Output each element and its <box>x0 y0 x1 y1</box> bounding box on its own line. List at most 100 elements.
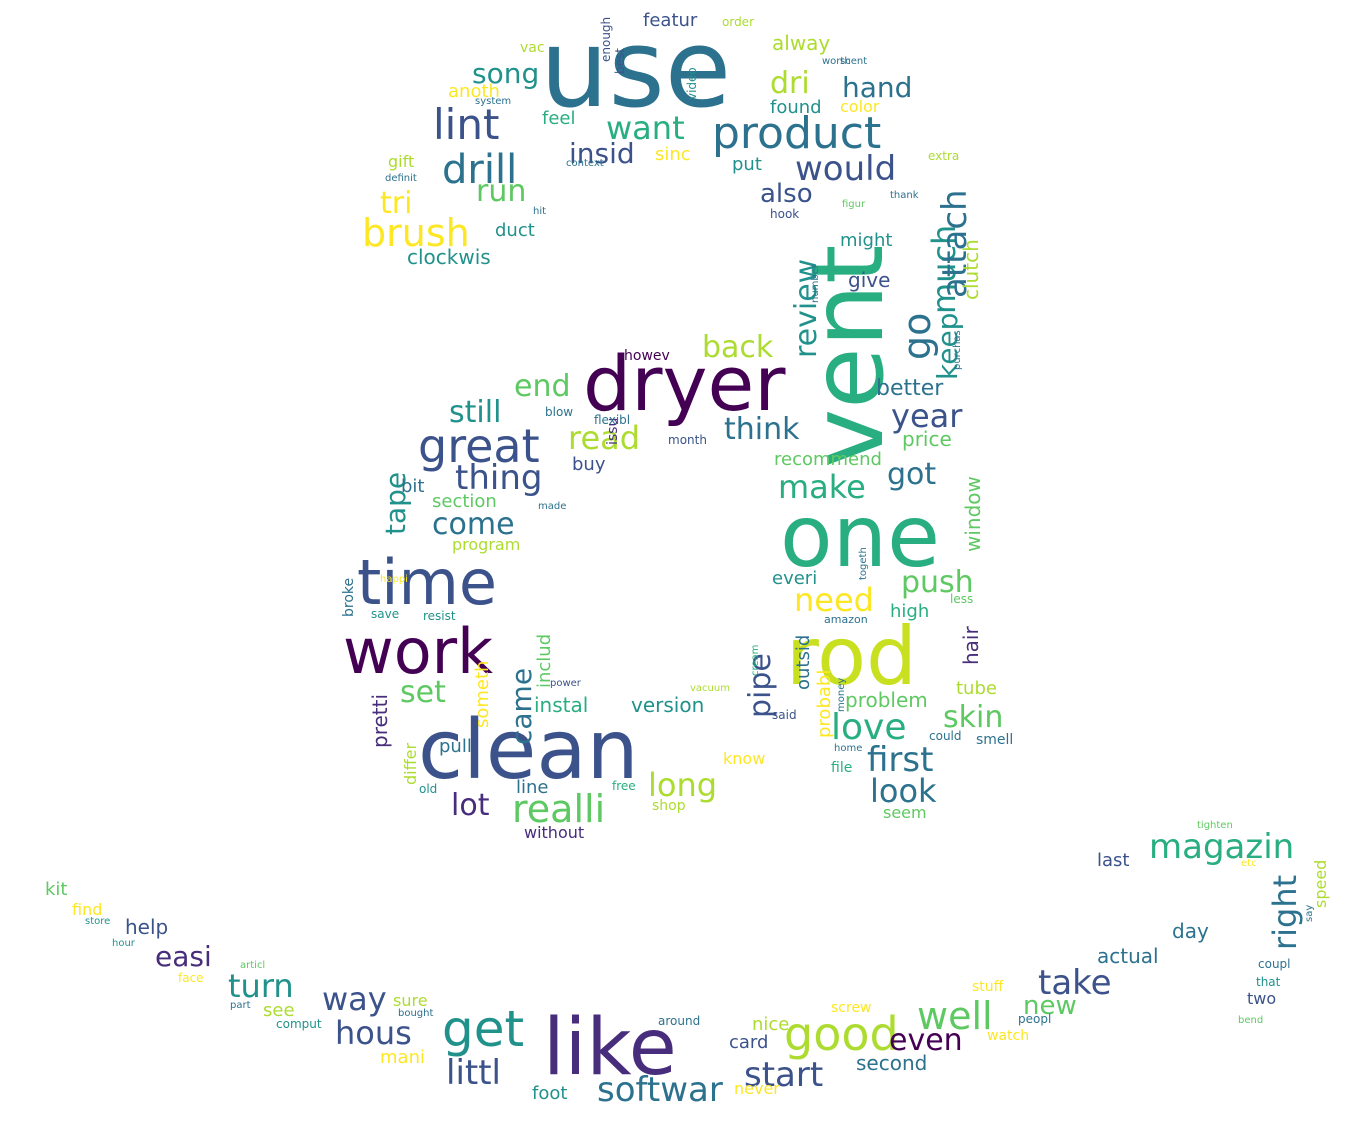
word-made: made <box>538 501 566 512</box>
word-hair: hair <box>959 626 983 665</box>
word-better: better <box>876 376 944 401</box>
word-say: say <box>1304 905 1315 922</box>
word-extra: extra <box>928 149 959 163</box>
word-take: take <box>1038 963 1112 1003</box>
word-gift: gift <box>388 152 414 171</box>
word-vacuum: vacuum <box>690 683 730 694</box>
word-sinc: sinc <box>655 144 691 165</box>
word-insid: insid <box>569 137 635 170</box>
word-make: make <box>778 468 866 506</box>
word-littl: littl <box>446 1053 501 1093</box>
word-lint: lint <box>433 100 499 149</box>
word-day: day <box>1172 919 1209 943</box>
word-year: year <box>891 397 963 435</box>
word-probabl: probabl <box>814 670 835 738</box>
word-much: much <box>925 225 963 314</box>
word-resist: resist <box>423 609 456 623</box>
word-month: month <box>668 433 707 447</box>
word-version: version <box>631 693 704 717</box>
word-figur: figur <box>842 199 866 210</box>
word-pull: pull <box>439 736 472 757</box>
word-also: also <box>760 179 813 209</box>
word-got: got <box>887 457 936 492</box>
word-start: start <box>744 1055 823 1095</box>
word-around: around <box>658 1014 700 1028</box>
word-amazon: amazon <box>824 613 868 626</box>
word-buy: buy <box>572 454 606 475</box>
word-like: like <box>543 1003 677 1093</box>
word-softwar: softwar <box>597 1070 723 1110</box>
word-purchas: purchas <box>952 330 963 370</box>
word-brush: brush <box>362 211 470 255</box>
word-found: found <box>770 97 822 118</box>
word-thank: thank <box>890 190 919 201</box>
word-store: store <box>85 916 110 927</box>
word-review: review <box>789 259 824 358</box>
word-price: price <box>902 427 952 451</box>
word-watch: watch <box>987 1028 1029 1044</box>
word-save: save <box>371 607 399 621</box>
word-smell: smell <box>976 732 1013 748</box>
word-part: part <box>230 1000 251 1011</box>
word-comput: comput <box>276 1017 322 1031</box>
word-one: one <box>780 487 940 587</box>
word-still: still <box>449 395 501 430</box>
word-know: know <box>723 749 765 768</box>
word-window: window <box>961 476 985 552</box>
word-hous: hous <box>335 1014 412 1052</box>
word-happi: happi <box>380 574 408 585</box>
word-clutch: clutch <box>959 239 983 300</box>
word-help: help <box>125 915 168 939</box>
word-home: home <box>834 743 862 754</box>
word-differ: differ <box>401 743 420 785</box>
word-broke: broke <box>341 578 357 617</box>
word-enough: enough <box>599 17 613 62</box>
word-set: set <box>400 675 446 710</box>
word-context: context <box>566 158 604 169</box>
word-includ: includ <box>534 634 555 688</box>
word-time: time <box>357 546 497 619</box>
word-mani: mani <box>380 1047 425 1068</box>
word-could: could <box>929 729 962 743</box>
word-order: order <box>722 15 754 29</box>
word-that: that <box>1256 975 1281 989</box>
word-even: even <box>889 1023 963 1058</box>
word-program: program <box>452 535 520 554</box>
word-color: color <box>840 97 880 116</box>
word-love: love <box>831 707 906 748</box>
word-instal: instal <box>534 693 588 717</box>
word-want: want <box>606 109 685 147</box>
word-turn: turn <box>228 967 294 1005</box>
word-flexibl: flexibl <box>594 413 630 427</box>
word-blow: blow <box>545 405 573 419</box>
word-high: high <box>890 601 929 622</box>
word-well: well <box>917 994 993 1038</box>
word-free: free <box>612 779 636 793</box>
word-need: need <box>794 581 874 619</box>
word-keep: keep <box>931 313 964 380</box>
word-featur: featur <box>643 10 698 31</box>
word-dri: dri <box>770 66 810 101</box>
word-last: last <box>1097 850 1129 871</box>
word-go: go <box>895 313 939 360</box>
word-peopl: peopl <box>1018 1012 1051 1026</box>
word-song: song <box>472 57 539 90</box>
word-kit: kit <box>45 879 67 900</box>
word-drill: drill <box>442 147 517 193</box>
word-magazin: magazin <box>1149 827 1294 867</box>
word-power: power <box>550 678 582 689</box>
word-rod: rod <box>786 610 917 703</box>
word-never: never <box>734 1079 780 1098</box>
word-run: run <box>476 174 526 209</box>
word-howev: howev <box>624 348 670 364</box>
word-sure: sure <box>393 991 428 1010</box>
word-recommend: recommend <box>774 449 882 470</box>
word-look: look <box>870 772 937 810</box>
word-attach: attach <box>935 189 975 298</box>
word-tighten: tighten <box>1197 820 1233 831</box>
word-push: push <box>901 565 974 600</box>
word-everi: everi <box>772 568 817 589</box>
word-cream: cream <box>750 645 761 676</box>
word-tape: tape <box>379 472 412 535</box>
